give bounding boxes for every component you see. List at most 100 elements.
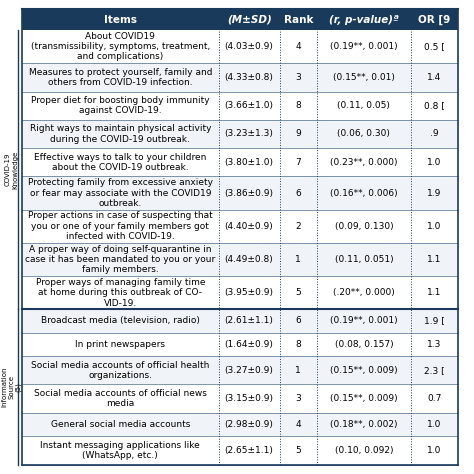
Text: General social media accounts: General social media accounts xyxy=(51,420,190,429)
Text: (2.65±1.1): (2.65±1.1) xyxy=(225,446,273,455)
Text: Social media accounts of official health
organizations.: Social media accounts of official health… xyxy=(31,361,210,380)
Text: OR [9: OR [9 xyxy=(418,15,450,25)
Text: 1.0: 1.0 xyxy=(427,420,441,429)
Text: Protecting family from excessive anxiety
or fear may associate with the COVID19
: Protecting family from excessive anxiety… xyxy=(28,178,213,208)
Text: .9: .9 xyxy=(430,129,438,138)
Text: Items: Items xyxy=(104,15,137,25)
Bar xyxy=(317,276,411,309)
Bar xyxy=(22,176,219,210)
Bar xyxy=(411,91,457,120)
Text: 9: 9 xyxy=(295,129,301,138)
Text: (0.19**, 0.001): (0.19**, 0.001) xyxy=(330,317,398,326)
Text: (4.49±0.8): (4.49±0.8) xyxy=(225,255,273,264)
Text: 8: 8 xyxy=(295,340,301,349)
Text: (0.09, 0.130): (0.09, 0.130) xyxy=(335,222,393,231)
Text: 0.5 [: 0.5 [ xyxy=(424,42,445,51)
Bar xyxy=(219,9,280,30)
Bar xyxy=(22,63,219,91)
Text: Broadcast media (television, radio): Broadcast media (television, radio) xyxy=(41,317,200,326)
Bar xyxy=(411,384,457,413)
Bar xyxy=(280,243,317,276)
Text: 6: 6 xyxy=(295,317,301,326)
Text: 1.1: 1.1 xyxy=(427,255,441,264)
Text: 4: 4 xyxy=(295,420,301,429)
Bar xyxy=(280,413,317,436)
Bar xyxy=(219,120,280,148)
Text: (0.19**, 0.001): (0.19**, 0.001) xyxy=(330,42,398,51)
Text: (0.23**, 0.000): (0.23**, 0.000) xyxy=(330,158,398,167)
Text: 1.3: 1.3 xyxy=(427,340,441,349)
Bar xyxy=(280,276,317,309)
Bar xyxy=(411,9,457,30)
Bar xyxy=(219,356,280,384)
Text: 0.7: 0.7 xyxy=(427,394,441,403)
Text: (0.10, 0.092): (0.10, 0.092) xyxy=(335,446,393,455)
Text: (2.61±1.1): (2.61±1.1) xyxy=(225,317,273,326)
Text: COVID-19
Knowledge: COVID-19 Knowledge xyxy=(5,151,18,189)
Bar xyxy=(411,30,457,63)
Bar xyxy=(219,176,280,210)
Bar xyxy=(317,384,411,413)
Bar xyxy=(411,413,457,436)
Bar xyxy=(22,413,219,436)
Text: Information
Source
(5): Information Source (5) xyxy=(1,367,22,407)
Text: (M±SD): (M±SD) xyxy=(227,15,272,25)
Bar xyxy=(22,148,219,176)
Text: 6: 6 xyxy=(295,189,301,198)
Bar xyxy=(280,9,317,30)
Bar xyxy=(280,148,317,176)
Text: Proper ways of managing family time
at home during this outbreak of CO-
VID-19.: Proper ways of managing family time at h… xyxy=(36,278,205,308)
Text: Instant messaging applications like
(WhatsApp, etc.): Instant messaging applications like (Wha… xyxy=(40,441,200,460)
Text: 1.0: 1.0 xyxy=(427,158,441,167)
Bar xyxy=(22,276,219,309)
Text: 1: 1 xyxy=(295,366,301,375)
Bar xyxy=(411,63,457,91)
Bar xyxy=(280,309,317,333)
Bar xyxy=(280,210,317,243)
Bar xyxy=(219,436,280,465)
Text: (0.15**, 0.01): (0.15**, 0.01) xyxy=(333,73,395,82)
Text: 2: 2 xyxy=(295,222,301,231)
Text: (3.80±1.0): (3.80±1.0) xyxy=(225,158,273,167)
Text: (3.95±0.9): (3.95±0.9) xyxy=(225,288,273,297)
Bar xyxy=(280,333,317,356)
Bar xyxy=(22,384,219,413)
Text: 7: 7 xyxy=(295,158,301,167)
Bar xyxy=(219,148,280,176)
Text: 5: 5 xyxy=(295,288,301,297)
Text: 1.9: 1.9 xyxy=(427,189,441,198)
Bar xyxy=(280,176,317,210)
Text: (0.16**, 0.006): (0.16**, 0.006) xyxy=(330,189,398,198)
Bar xyxy=(411,356,457,384)
Text: Measures to protect yourself, family and
others from COVID-19 infection.: Measures to protect yourself, family and… xyxy=(28,68,212,87)
Bar xyxy=(22,356,219,384)
Bar xyxy=(219,243,280,276)
Bar xyxy=(411,436,457,465)
Bar xyxy=(317,148,411,176)
Bar xyxy=(22,9,219,30)
Text: 3: 3 xyxy=(295,394,301,403)
Bar xyxy=(219,91,280,120)
Text: 1.0: 1.0 xyxy=(427,446,441,455)
Text: (0.15**, 0.009): (0.15**, 0.009) xyxy=(330,394,398,403)
Bar xyxy=(22,91,219,120)
Text: (4.03±0.9): (4.03±0.9) xyxy=(225,42,273,51)
Bar xyxy=(280,91,317,120)
Bar xyxy=(317,63,411,91)
Bar xyxy=(411,176,457,210)
Bar xyxy=(317,91,411,120)
Text: (0.15**, 0.009): (0.15**, 0.009) xyxy=(330,366,398,375)
Text: In print newspapers: In print newspapers xyxy=(75,340,165,349)
Bar xyxy=(411,309,457,333)
Bar xyxy=(411,276,457,309)
Text: (4.40±0.9): (4.40±0.9) xyxy=(225,222,273,231)
Bar xyxy=(317,309,411,333)
Bar xyxy=(219,210,280,243)
Bar xyxy=(219,63,280,91)
Bar xyxy=(280,384,317,413)
Text: (0.06, 0.30): (0.06, 0.30) xyxy=(337,129,390,138)
Text: 4: 4 xyxy=(295,42,301,51)
Text: (r, p-value)ª: (r, p-value)ª xyxy=(329,15,399,25)
Bar xyxy=(219,413,280,436)
Bar xyxy=(219,384,280,413)
